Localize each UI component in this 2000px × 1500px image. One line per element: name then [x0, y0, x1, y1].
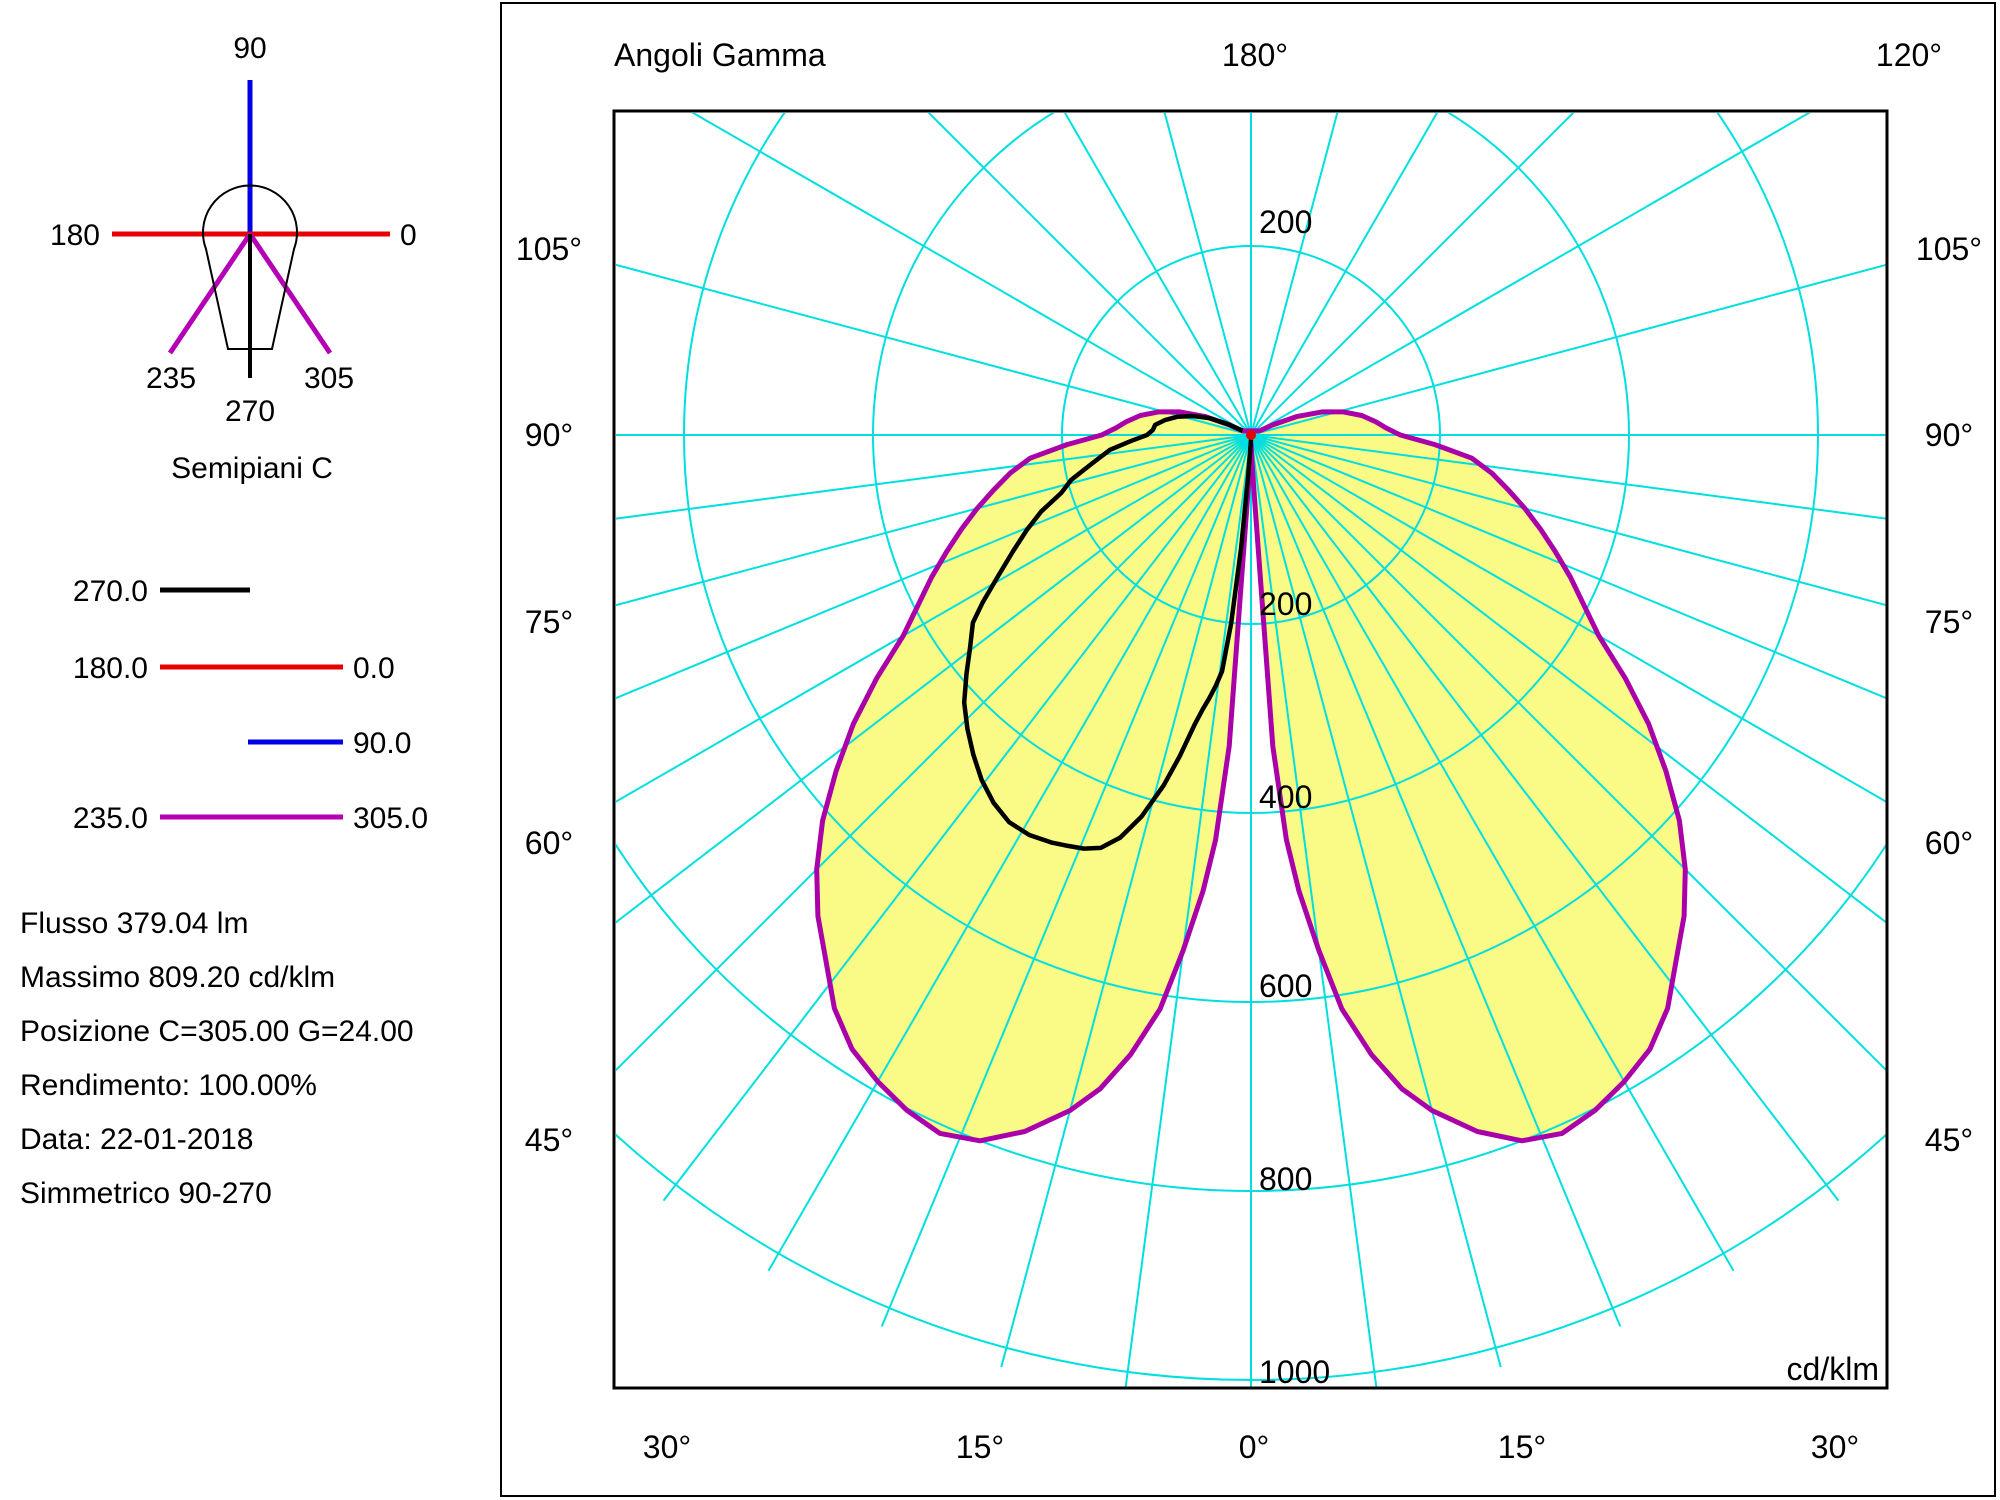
- photometric-curve-layer: [814, 409, 1688, 1144]
- curve-c0-180-center-dot: [1246, 430, 1256, 440]
- grid-spoke-105: [1250, 263, 1886, 436]
- grid-spoke-37.5: [1250, 434, 1840, 1202]
- grid-spoke-15: [1250, 434, 1502, 1368]
- grid-spoke-75: [1250, 434, 1886, 607]
- grid-spoke--52.5: [616, 434, 1252, 924]
- grid-spoke-120: [1250, 113, 1811, 436]
- radial-label-1000: 1000: [1259, 1354, 1330, 1390]
- diagram-label-270: 270: [225, 395, 275, 428]
- radial-label-400: 400: [1259, 779, 1312, 815]
- c235-axis-line: [167, 232, 253, 355]
- legend-label-270: 270.0: [73, 575, 148, 608]
- grid-spoke--37.5: [662, 434, 1252, 1202]
- lamp-bulb-icon: [202, 184, 298, 350]
- grid-spoke-135: [1250, 113, 1575, 436]
- diagram-label-0: 0: [400, 219, 417, 252]
- gamma-label-right-75: 75°: [1925, 604, 1973, 640]
- legend-label-0: 0.0: [353, 652, 395, 685]
- grid-circle-800: [616, 843, 1886, 1192]
- info-simmetrico: Simmetrico 90-270: [20, 1177, 272, 1210]
- gamma-label-bottom-0: 0°: [1239, 1429, 1270, 1465]
- grid-spoke-52.5: [1250, 434, 1886, 924]
- legend-label-180: 180.0: [73, 652, 148, 685]
- gamma-label-left-90: 90°: [525, 417, 573, 453]
- info-posizione: Posizione C=305.00 G=24.00: [20, 1015, 414, 1048]
- radial-label-200: 200: [1259, 586, 1312, 622]
- grid-spoke--60: [616, 434, 1252, 803]
- grid-spoke-150: [1250, 113, 1439, 436]
- c-planes-diagram: 90 180 0 235 305 270 Semipiani C: [50, 32, 417, 485]
- diagram-label-305: 305: [304, 362, 354, 395]
- diagram-title: Semipiani C: [171, 452, 333, 485]
- info-rendimento: Rendimento: 100.00%: [20, 1069, 317, 1102]
- grid-spoke--105: [616, 263, 1252, 436]
- grid-spoke--67.5: [616, 434, 1252, 700]
- gamma-label-right-105: 105°: [1916, 231, 1982, 267]
- grid-spoke-67.5: [1250, 434, 1886, 700]
- chart-title: Angoli Gamma: [614, 37, 826, 73]
- gamma-label-left-60: 60°: [525, 825, 573, 861]
- diagram-label-180: 180: [50, 219, 100, 252]
- polar-grid-layer: [616, 113, 1886, 1387]
- radial-label-200-top: 200: [1259, 204, 1312, 240]
- grid-spoke--75: [616, 434, 1252, 607]
- grid-spoke-30: [1250, 434, 1735, 1272]
- grid-spoke-45: [1250, 434, 1886, 1072]
- gamma-label-right-45: 45°: [1925, 1122, 1973, 1158]
- top-label-120: 120°: [1876, 37, 1942, 73]
- grid-spoke--135: [927, 113, 1252, 436]
- gamma-label-right-60: 60°: [1925, 825, 1973, 861]
- plot-area-border: [612, 109, 1889, 1390]
- grid-spoke--7.5: [1124, 434, 1252, 1387]
- gamma-label-bottom-15R: 15°: [1498, 1429, 1546, 1465]
- gamma-label-right-90: 90°: [1925, 417, 1973, 453]
- grid-spoke-165: [1250, 113, 1339, 436]
- gamma-label-left-45: 45°: [525, 1122, 573, 1158]
- grid-spoke--165: [1163, 113, 1252, 436]
- grid-spoke--120: [691, 113, 1252, 436]
- gamma-label-bottom-30R: 30°: [1811, 1429, 1859, 1465]
- info-data: Data: 22-01-2018: [20, 1123, 254, 1156]
- gamma-label-bottom-15L: 15°: [956, 1429, 1004, 1465]
- curve-c270: [961, 413, 1254, 851]
- grid-spoke-60: [1250, 434, 1886, 803]
- grid-spoke-82.5: [1250, 434, 1886, 520]
- gamma-label-left-75: 75°: [525, 604, 573, 640]
- diagram-label-235: 235: [146, 362, 196, 395]
- grid-spoke--82.5: [616, 434, 1252, 520]
- grid-spoke--45: [616, 434, 1252, 1072]
- radial-label-800: 800: [1259, 1161, 1312, 1197]
- grid-spoke--22.5: [880, 434, 1252, 1327]
- info-flusso: Flusso 379.04 lm: [20, 907, 248, 940]
- top-label-180: 180°: [1222, 37, 1288, 73]
- info-massimo: Massimo 809.20 cd/klm: [20, 961, 335, 994]
- unit-label: cd/klm: [1787, 1351, 1879, 1387]
- c305-axis-line: [247, 232, 333, 355]
- grid-spoke-7.5: [1250, 434, 1378, 1387]
- gamma-label-left-105: 105°: [516, 231, 582, 267]
- legend-label-90: 90.0: [353, 727, 411, 760]
- legend-label-235: 235.0: [73, 802, 148, 835]
- c-plane-legend: 270.0 180.0 0.0 90.0 235.0 305.0: [73, 575, 428, 835]
- grid-spoke--15: [1000, 434, 1252, 1368]
- diagram-label-90: 90: [233, 32, 266, 65]
- gamma-label-bottom-30L: 30°: [643, 1429, 691, 1465]
- grid-spoke--30: [767, 434, 1252, 1272]
- photometric-info: Flusso 379.04 lm Massimo 809.20 cd/klm P…: [20, 907, 414, 1210]
- legend-label-305: 305.0: [353, 802, 428, 835]
- radial-label-600: 600: [1259, 968, 1312, 1004]
- grid-spoke--150: [1063, 113, 1252, 436]
- chart-panel-border: [500, 2, 1996, 1497]
- grid-spoke-22.5: [1250, 434, 1622, 1327]
